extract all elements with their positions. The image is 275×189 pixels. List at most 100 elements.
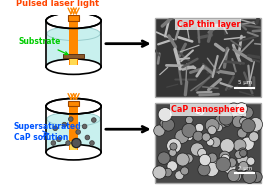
- Ellipse shape: [46, 13, 101, 28]
- Bar: [46, 106, 101, 152]
- Bar: [47, 119, 100, 152]
- Text: Pulsed laser light: Pulsed laser light: [16, 0, 99, 8]
- Ellipse shape: [243, 170, 257, 184]
- Ellipse shape: [186, 133, 193, 140]
- Bar: [70, 141, 77, 150]
- Ellipse shape: [158, 152, 170, 164]
- Ellipse shape: [207, 139, 214, 146]
- Ellipse shape: [170, 143, 177, 150]
- Ellipse shape: [62, 122, 67, 127]
- Ellipse shape: [167, 139, 181, 153]
- Ellipse shape: [251, 124, 260, 133]
- Ellipse shape: [167, 161, 177, 171]
- Bar: [70, 54, 77, 65]
- Ellipse shape: [227, 158, 236, 167]
- Ellipse shape: [46, 59, 101, 74]
- Ellipse shape: [162, 119, 175, 131]
- Ellipse shape: [160, 118, 170, 128]
- Text: 2 μm: 2 μm: [238, 166, 252, 171]
- Ellipse shape: [231, 109, 243, 121]
- Ellipse shape: [198, 163, 210, 176]
- Ellipse shape: [208, 153, 217, 163]
- Text: CaP nanosphere: CaP nanosphere: [171, 105, 245, 114]
- Ellipse shape: [224, 120, 230, 126]
- Ellipse shape: [193, 131, 203, 141]
- Ellipse shape: [237, 154, 249, 165]
- Ellipse shape: [195, 123, 204, 132]
- Ellipse shape: [241, 137, 254, 150]
- Ellipse shape: [221, 154, 230, 163]
- Bar: [69, 106, 78, 119]
- Ellipse shape: [198, 148, 207, 157]
- Ellipse shape: [194, 107, 202, 114]
- Text: CaP thin layer: CaP thin layer: [177, 20, 240, 29]
- Bar: [69, 34, 78, 65]
- Bar: [155, 18, 261, 97]
- Ellipse shape: [169, 149, 176, 156]
- Ellipse shape: [181, 167, 189, 175]
- Ellipse shape: [175, 130, 189, 143]
- Ellipse shape: [72, 138, 81, 148]
- Ellipse shape: [240, 117, 248, 125]
- Ellipse shape: [153, 166, 166, 179]
- Ellipse shape: [232, 116, 244, 128]
- Ellipse shape: [237, 128, 247, 138]
- Bar: [69, 21, 78, 34]
- Ellipse shape: [158, 108, 172, 122]
- Ellipse shape: [46, 98, 101, 114]
- Ellipse shape: [199, 154, 211, 166]
- Ellipse shape: [154, 125, 165, 136]
- Bar: [46, 21, 101, 67]
- Ellipse shape: [204, 162, 219, 177]
- Ellipse shape: [208, 126, 216, 135]
- Ellipse shape: [92, 118, 96, 122]
- Ellipse shape: [240, 149, 247, 157]
- Ellipse shape: [202, 133, 210, 141]
- Ellipse shape: [241, 119, 255, 133]
- Ellipse shape: [51, 141, 56, 145]
- Ellipse shape: [47, 112, 100, 126]
- Ellipse shape: [216, 157, 230, 172]
- Ellipse shape: [206, 157, 219, 170]
- Ellipse shape: [47, 27, 100, 40]
- Ellipse shape: [185, 116, 193, 124]
- Ellipse shape: [235, 151, 243, 159]
- Ellipse shape: [244, 119, 254, 130]
- Ellipse shape: [175, 171, 184, 180]
- Ellipse shape: [214, 114, 229, 128]
- Ellipse shape: [215, 124, 222, 132]
- Ellipse shape: [164, 168, 172, 177]
- Ellipse shape: [235, 103, 248, 115]
- Ellipse shape: [220, 139, 234, 153]
- Ellipse shape: [228, 170, 240, 182]
- Ellipse shape: [219, 111, 233, 125]
- Ellipse shape: [240, 125, 248, 132]
- Ellipse shape: [247, 157, 255, 165]
- Bar: [68, 101, 79, 106]
- Bar: [47, 34, 100, 67]
- Text: Substrate: Substrate: [18, 37, 68, 55]
- Ellipse shape: [231, 171, 241, 182]
- Ellipse shape: [249, 118, 263, 131]
- Bar: [68, 15, 79, 21]
- Ellipse shape: [219, 151, 230, 162]
- Ellipse shape: [90, 141, 94, 145]
- Ellipse shape: [242, 107, 253, 118]
- Ellipse shape: [57, 137, 61, 142]
- Ellipse shape: [85, 135, 90, 140]
- Ellipse shape: [238, 148, 248, 157]
- Ellipse shape: [251, 172, 262, 182]
- Ellipse shape: [223, 161, 236, 174]
- Ellipse shape: [227, 103, 240, 116]
- Bar: [155, 103, 261, 183]
- Ellipse shape: [176, 153, 189, 166]
- Ellipse shape: [76, 130, 81, 134]
- Ellipse shape: [191, 143, 204, 156]
- FancyBboxPatch shape: [64, 54, 84, 58]
- Ellipse shape: [68, 117, 73, 121]
- Ellipse shape: [239, 161, 248, 171]
- Ellipse shape: [233, 139, 246, 152]
- Ellipse shape: [210, 137, 221, 148]
- Ellipse shape: [205, 119, 219, 132]
- Bar: [69, 119, 78, 150]
